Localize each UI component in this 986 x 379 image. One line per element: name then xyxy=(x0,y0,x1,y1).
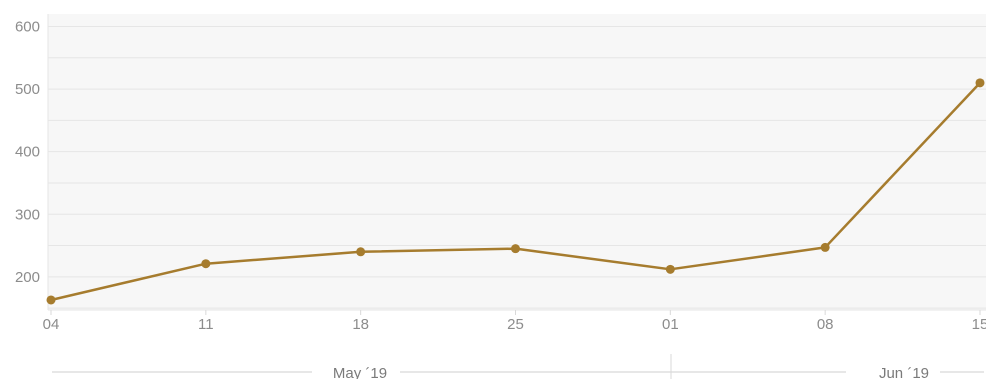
data-point[interactable] xyxy=(975,78,985,88)
x-axis-ticks: 04 11 18 25 01 08 15 xyxy=(43,310,986,333)
x-axis-month-groups: May ´19 Jun ´19 xyxy=(52,354,984,379)
data-point[interactable] xyxy=(356,247,366,257)
x-tick-label: 08 xyxy=(817,316,834,333)
y-axis-ticks: 200 300 400 500 600 xyxy=(15,19,40,286)
x-tick-label: 15 xyxy=(972,316,986,333)
month-group-label-jun: Jun ´19 xyxy=(879,365,929,379)
y-tick-label: 600 xyxy=(15,19,40,36)
data-point[interactable] xyxy=(820,242,830,252)
month-group-label-may: May ´19 xyxy=(333,365,387,379)
data-point[interactable] xyxy=(511,244,520,254)
x-tick-label: 01 xyxy=(662,316,679,333)
y-tick-label: 500 xyxy=(15,81,40,98)
x-tick-label: 04 xyxy=(43,316,60,333)
y-tick-label: 200 xyxy=(15,269,40,286)
gridlines xyxy=(47,14,986,311)
plot-background xyxy=(48,14,986,310)
y-tick-label: 400 xyxy=(15,144,40,161)
data-point[interactable] xyxy=(46,295,56,305)
data-point[interactable] xyxy=(201,259,211,269)
x-tick-label: 25 xyxy=(507,316,524,333)
y-tick-label: 300 xyxy=(15,206,40,223)
data-point[interactable] xyxy=(665,264,675,274)
series-layer xyxy=(46,78,985,305)
x-tick-label: 18 xyxy=(352,316,369,333)
x-tick-label: 11 xyxy=(198,316,214,333)
